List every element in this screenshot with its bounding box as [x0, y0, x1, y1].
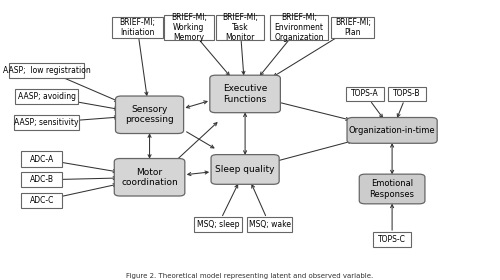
- FancyBboxPatch shape: [22, 151, 62, 167]
- Text: Sleep quality: Sleep quality: [216, 165, 275, 174]
- FancyBboxPatch shape: [360, 174, 425, 204]
- Text: BRIEF-MI;
Environment
Organization: BRIEF-MI; Environment Organization: [274, 13, 324, 43]
- Text: ADC-C: ADC-C: [30, 196, 54, 205]
- Text: TOPS-C: TOPS-C: [378, 235, 406, 244]
- Text: Figure 2. Theoretical model representing latent and observed variable.: Figure 2. Theoretical model representing…: [126, 273, 374, 279]
- Text: TOPS-B: TOPS-B: [393, 89, 420, 99]
- Text: MSQ; wake: MSQ; wake: [248, 220, 290, 229]
- FancyBboxPatch shape: [9, 63, 84, 78]
- FancyBboxPatch shape: [388, 87, 426, 101]
- Text: ADC-A: ADC-A: [30, 155, 54, 164]
- FancyBboxPatch shape: [270, 15, 328, 40]
- FancyBboxPatch shape: [22, 193, 62, 208]
- FancyBboxPatch shape: [114, 158, 185, 196]
- FancyBboxPatch shape: [22, 172, 62, 187]
- FancyBboxPatch shape: [247, 217, 292, 232]
- Text: Executive
Functions: Executive Functions: [223, 84, 268, 104]
- FancyBboxPatch shape: [216, 15, 264, 40]
- Text: TOPS-A: TOPS-A: [352, 89, 379, 99]
- Text: BRIEF-MI;
Initiation: BRIEF-MI; Initiation: [120, 18, 156, 37]
- FancyBboxPatch shape: [116, 96, 184, 134]
- FancyBboxPatch shape: [16, 89, 78, 104]
- Text: Emotional
Responses: Emotional Responses: [370, 179, 414, 199]
- Text: MSQ; sleep: MSQ; sleep: [197, 220, 240, 229]
- FancyBboxPatch shape: [347, 118, 437, 143]
- Text: Motor
coordination: Motor coordination: [121, 167, 178, 187]
- Text: AASP; avoiding: AASP; avoiding: [18, 92, 76, 101]
- Text: ADC-B: ADC-B: [30, 175, 54, 184]
- FancyBboxPatch shape: [211, 155, 279, 184]
- FancyBboxPatch shape: [373, 232, 411, 246]
- Text: BRIEF-MI;
Working
Memory: BRIEF-MI; Working Memory: [171, 13, 207, 43]
- FancyBboxPatch shape: [194, 217, 242, 232]
- Text: BRIEF-MI;
Plan: BRIEF-MI; Plan: [335, 18, 371, 37]
- Text: BRIEF-MI;
Task
Monitor: BRIEF-MI; Task Monitor: [222, 13, 258, 43]
- Text: AASP;  low registration: AASP; low registration: [3, 66, 90, 75]
- FancyBboxPatch shape: [346, 87, 385, 101]
- Text: AASP; sensitivity: AASP; sensitivity: [14, 118, 79, 127]
- FancyBboxPatch shape: [14, 115, 79, 130]
- FancyBboxPatch shape: [210, 75, 280, 113]
- FancyBboxPatch shape: [164, 15, 214, 40]
- FancyBboxPatch shape: [112, 17, 162, 38]
- FancyBboxPatch shape: [332, 17, 374, 38]
- Text: Organization-in-time: Organization-in-time: [349, 126, 436, 135]
- Text: Sensory
processing: Sensory processing: [125, 105, 174, 125]
